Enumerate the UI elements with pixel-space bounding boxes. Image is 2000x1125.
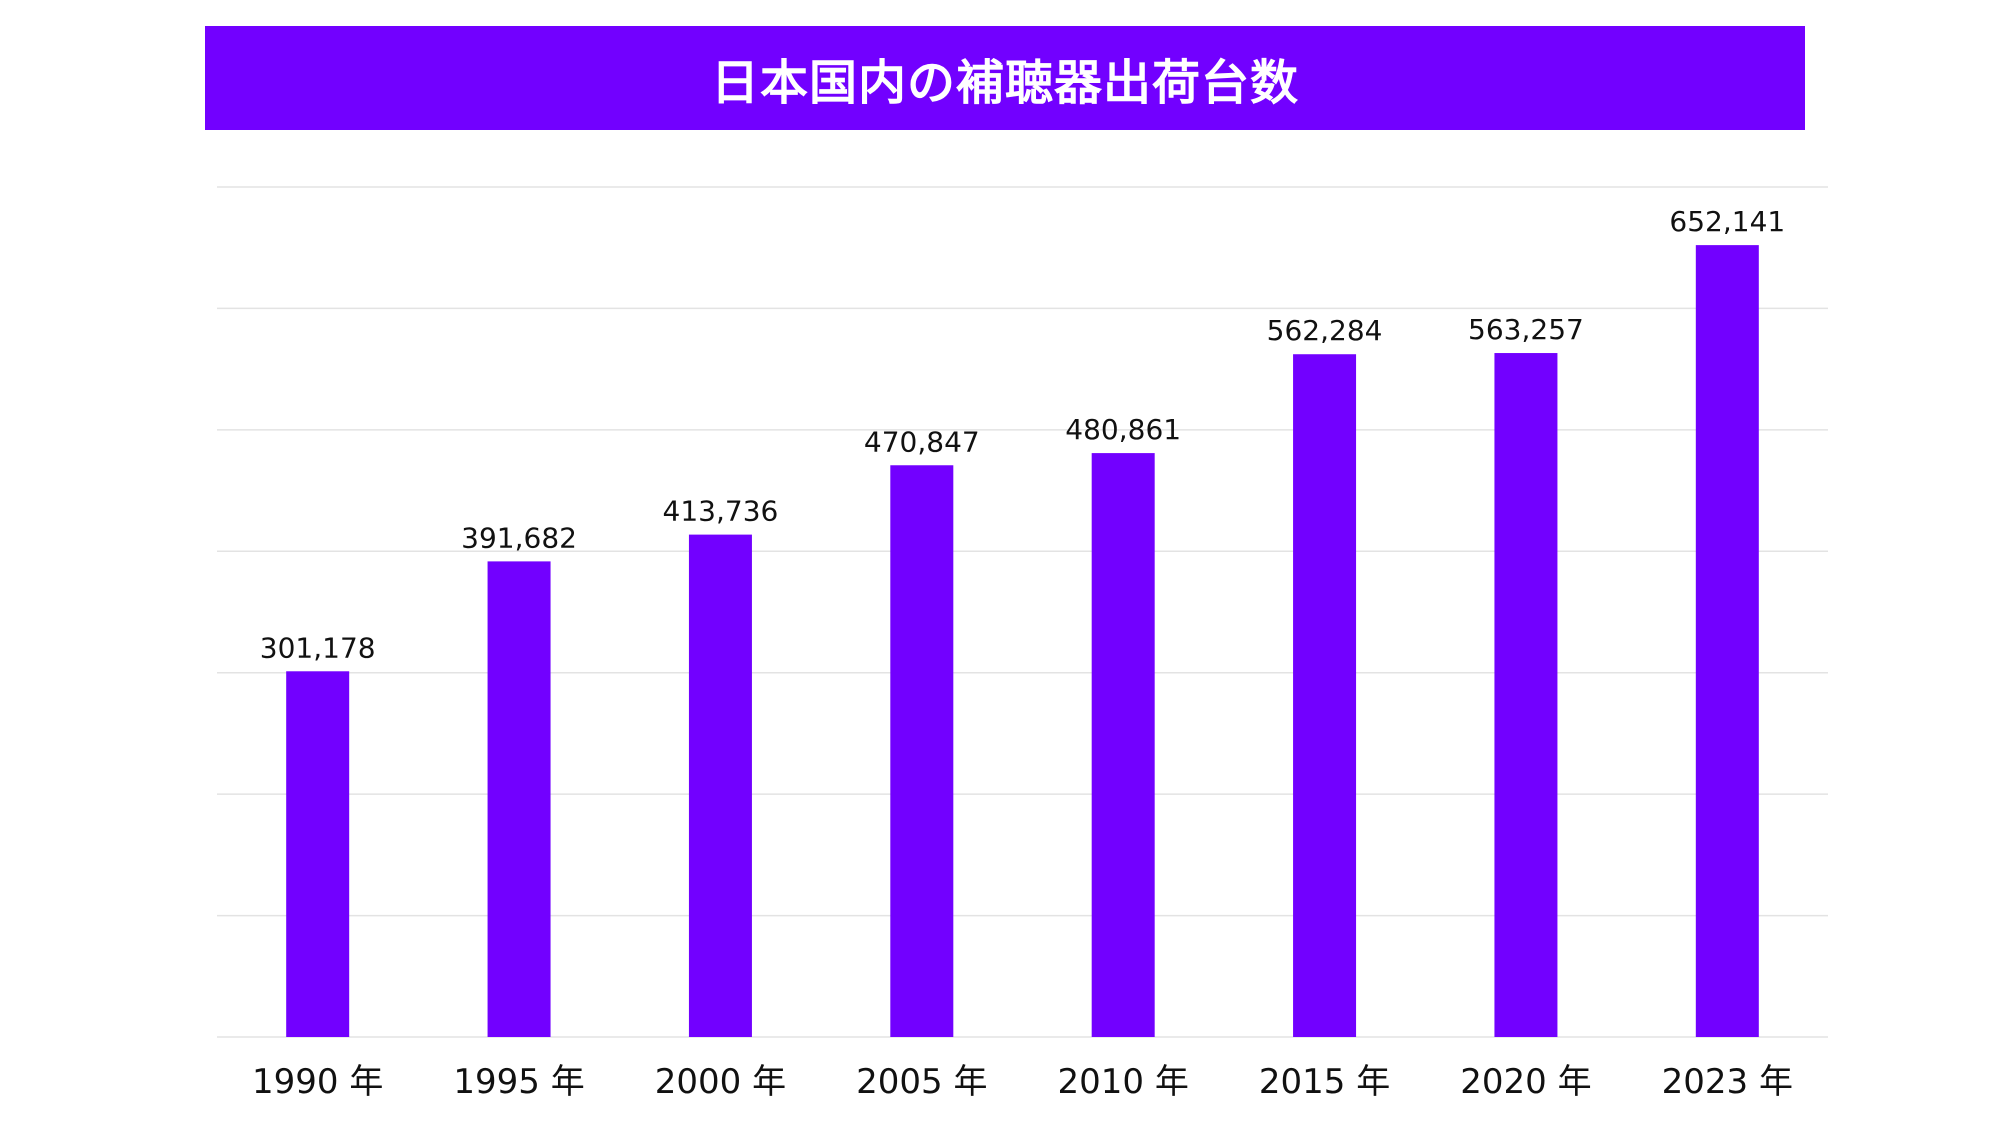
- bar: [1695, 245, 1759, 1037]
- data-label: 652,141: [1669, 205, 1785, 238]
- data-label: 563,257: [1468, 313, 1584, 346]
- bars: [286, 245, 1759, 1038]
- x-tick-label: 1995 年: [453, 1062, 584, 1102]
- bar: [688, 534, 752, 1037]
- data-label: 562,284: [1267, 314, 1383, 347]
- data-label: 413,736: [663, 495, 779, 528]
- gridlines: [217, 186, 1828, 1038]
- bar: [487, 561, 551, 1037]
- bar: [1494, 353, 1558, 1038]
- x-tick-label: 2000 年: [655, 1062, 786, 1102]
- chart-title: 日本国内の補聴器出荷台数: [710, 55, 1299, 111]
- bar: [1293, 354, 1357, 1037]
- data-label: 301,178: [260, 631, 376, 664]
- x-tick-label: 1990 年: [252, 1062, 383, 1102]
- x-tick-label: 2005 年: [856, 1062, 987, 1102]
- data-labels: 301,178 391,682 413,736 470,847 480,861 562,2…: [260, 205, 1785, 664]
- data-label: 480,861: [1065, 413, 1181, 446]
- data-label: 470,847: [864, 425, 980, 458]
- x-axis-ticks: 1990 年 1995 年 2000 年 2005 年 2010 年 2015 年 2020…: [252, 1062, 1793, 1102]
- bar: [890, 465, 954, 1037]
- x-tick-label: 2015 年: [1259, 1062, 1390, 1102]
- data-label: 391,682: [461, 521, 577, 554]
- bar: [286, 671, 350, 1037]
- chart-title-banner: 日本国内の補聴器出荷台数: [205, 26, 1805, 130]
- x-tick-label: 2020 年: [1460, 1062, 1591, 1102]
- x-tick-label: 2023 年: [1662, 1062, 1793, 1102]
- bar: [1091, 453, 1155, 1037]
- x-tick-label: 2010 年: [1058, 1062, 1189, 1102]
